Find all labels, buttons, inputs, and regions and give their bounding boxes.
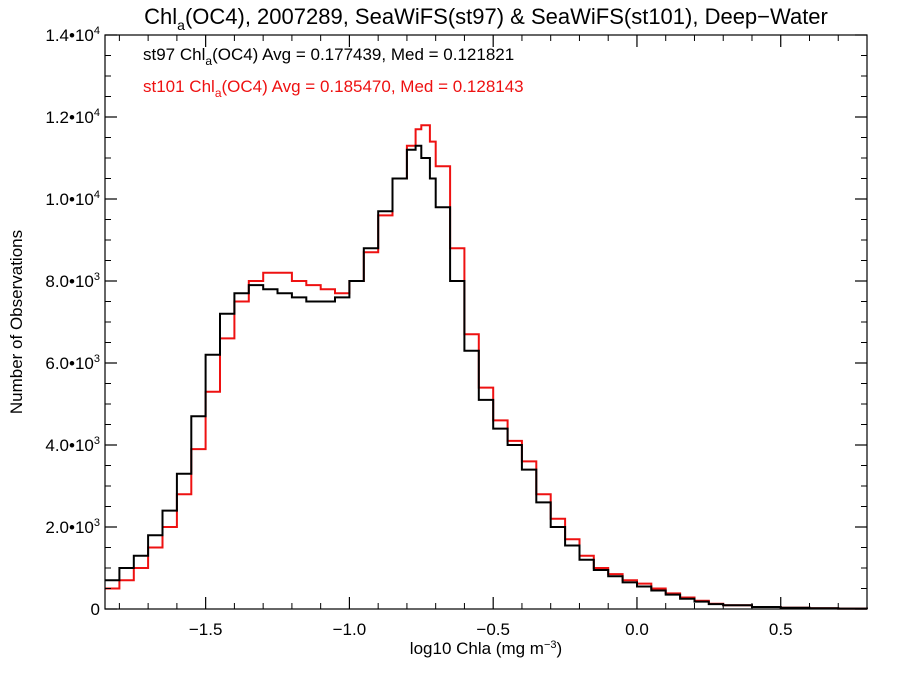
y-tick-label: 2.0•103	[45, 517, 100, 537]
y-tick-label: 1.4•104	[45, 25, 100, 45]
legend-entry-st97: st97 Chla(OC4) Avg = 0.177439, Med = 0.1…	[143, 45, 514, 68]
y-tick-label: 0	[91, 600, 100, 619]
tick-labels-layer: −1.5 −1.0 −0.5 0.0 0.5 0 2.0•103 4.0•103 6.0•103…	[45, 25, 792, 639]
x-axis-label: log10 Chla (mg m−3)	[410, 639, 562, 658]
chart-title: Chla(OC4), 2007289, SeaWiFS(st97) & SeaW…	[144, 4, 828, 33]
x-tick-label: −1.5	[189, 620, 223, 639]
x-tick-label: −0.5	[476, 620, 510, 639]
series-line-0	[105, 144, 868, 610]
x-tick-label: 0.0	[625, 620, 649, 639]
y-axis-label: Number of Observations	[7, 230, 26, 414]
plot-frame	[104, 34, 868, 610]
y-tick-label: 1.0•104	[45, 189, 100, 209]
y-tick-label: 1.2•104	[45, 107, 100, 127]
y-tick-label: 8.0•103	[45, 271, 100, 291]
ticks-layer	[105, 34, 868, 610]
series-layer	[105, 124, 868, 610]
x-tick-label: −1.0	[333, 620, 367, 639]
legend-entry-st101: st101 Chla(OC4) Avg = 0.185470, Med = 0.…	[143, 77, 524, 100]
legend: st97 Chla(OC4) Avg = 0.177439, Med = 0.1…	[143, 45, 524, 100]
x-tick-label: 0.5	[769, 620, 793, 639]
y-tick-label: 6.0•103	[45, 353, 100, 373]
y-tick-label: 4.0•103	[45, 435, 100, 455]
